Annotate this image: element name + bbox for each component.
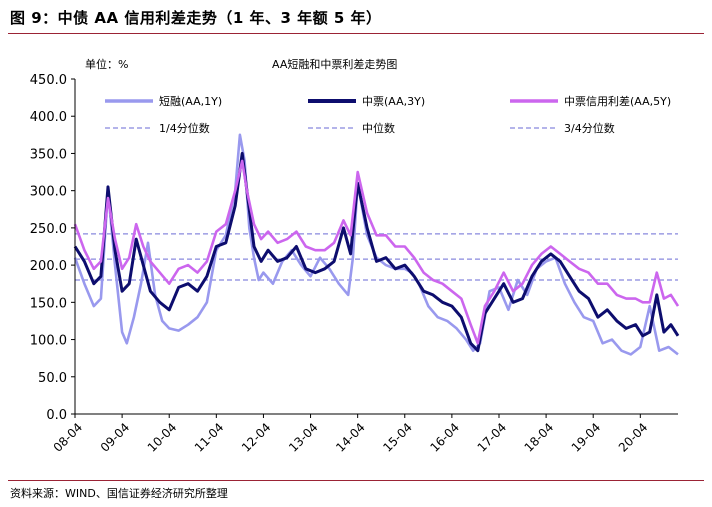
top-rule	[8, 33, 704, 34]
y-tick-label: 100.0	[30, 334, 67, 349]
y-tick-label: 300.0	[30, 185, 67, 200]
x-tick-label: 18-04	[522, 420, 557, 455]
y-tick-label: 450.0	[30, 73, 67, 88]
x-tick-label: 12-04	[239, 420, 274, 455]
series-line-0	[73, 133, 679, 356]
legend-label: 3/4分位数	[564, 121, 615, 135]
legend-label: 中票(AA,3Y)	[362, 95, 425, 108]
y-tick-label: 400.0	[30, 110, 67, 125]
series-line-2	[73, 159, 680, 345]
x-tick-label: 16-04	[427, 420, 462, 455]
x-tick-label: 09-04	[98, 420, 133, 455]
legend-label: 1/4分位数	[159, 121, 210, 135]
y-tick-label: 250.0	[30, 222, 67, 237]
x-tick-label: 11-04	[192, 420, 227, 455]
y-tick-label: 0.0	[46, 408, 67, 423]
legend-label: 短融(AA,1Y)	[159, 94, 222, 108]
chart-title: AA短融和中票利差走势图	[272, 57, 397, 71]
y-tick-label: 350.0	[30, 147, 67, 162]
x-tick-label: 13-04	[286, 420, 321, 455]
x-tick-label: 17-04	[475, 420, 510, 455]
legend-label: 中位数	[362, 121, 395, 135]
x-tick-label: 08-04	[51, 420, 86, 455]
x-tick-label: 19-04	[569, 420, 604, 455]
x-tick-label: 10-04	[145, 420, 180, 455]
legend-label: 中票信用利差(AA,5Y)	[564, 94, 671, 108]
bottom-rule	[8, 480, 704, 481]
figure-title: 图 9：中债 AA 信用利差走势（1 年、3 年额 5 年）	[10, 9, 382, 27]
x-tick-label: 14-04	[333, 420, 368, 455]
unit-label: 单位：%	[85, 57, 128, 71]
x-tick-label: 15-04	[380, 420, 415, 455]
y-tick-label: 50.0	[38, 371, 67, 386]
series-line-1	[73, 151, 680, 353]
x-tick-label: 20-04	[616, 420, 651, 455]
y-tick-label: 150.0	[30, 296, 67, 311]
y-tick-label: 200.0	[30, 259, 67, 274]
source-note: 资料来源：WIND、国信证券经济研究所整理	[10, 487, 228, 500]
